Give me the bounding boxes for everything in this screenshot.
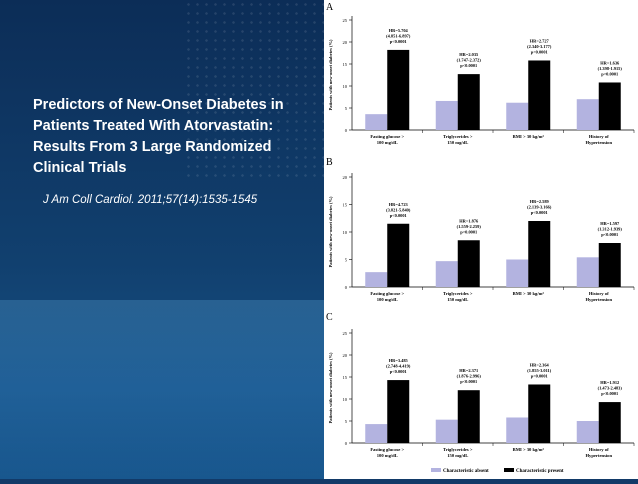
legend-swatch-absent bbox=[431, 468, 441, 472]
bar-present bbox=[598, 243, 621, 287]
bar-absent bbox=[506, 417, 529, 443]
legend-swatch-present bbox=[504, 468, 514, 472]
bar-present bbox=[528, 60, 551, 131]
y-axis-label: Patients with new-onset diabetes (%) bbox=[328, 196, 333, 267]
hr-annotation: HR=2.035 (1.747-2.372) p<0.0001 bbox=[457, 52, 482, 68]
title-panel: Predictors of New-Onset Diabetes in Pati… bbox=[0, 0, 324, 479]
bar-present bbox=[528, 384, 551, 443]
hr-annotation: HR=2.727 (2.340-3.177) p<0.0001 bbox=[527, 38, 552, 54]
category-label: History of Hypertension bbox=[585, 447, 612, 458]
category-label: Fasting glucose >100 mg/dL bbox=[370, 291, 404, 302]
hr-annotation: HR=2.364 (1.855-3.011) p<0.0001 bbox=[527, 362, 551, 378]
bar-absent bbox=[576, 257, 599, 287]
hr-annotation: HR=1.597 (1.312-1.939) p<0.0001 bbox=[598, 221, 623, 237]
bar-absent bbox=[506, 102, 529, 130]
y-tick-label: 20 bbox=[343, 353, 348, 358]
bar-present bbox=[528, 221, 551, 287]
y-tick-label: 5 bbox=[345, 419, 348, 424]
category-label: Triglycerides >150 mg/dL bbox=[443, 447, 473, 458]
citation: J Am Coll Cardiol. 2011;57(14):1535-1545 bbox=[43, 194, 258, 206]
bar-absent bbox=[365, 114, 388, 130]
y-tick-label: 25 bbox=[343, 18, 348, 23]
bar-absent bbox=[435, 100, 458, 130]
category-label: History of Hypertension bbox=[585, 134, 612, 145]
panel-label: B bbox=[326, 157, 333, 168]
hr-annotation: HR=5.704 (4.851-6.897) p<0.0001 bbox=[386, 28, 411, 44]
bar-present bbox=[457, 74, 480, 130]
y-tick-label: 15 bbox=[343, 375, 348, 380]
category-label: BMI > 30 kg/m² bbox=[513, 134, 545, 139]
hr-annotation: HR=1.912 (1.473-2.483) p<0.0001 bbox=[598, 380, 623, 396]
bar-present bbox=[387, 49, 410, 130]
y-tick-label: 15 bbox=[343, 203, 348, 208]
bar-absent bbox=[576, 421, 599, 443]
bar-present bbox=[598, 402, 621, 443]
y-tick-label: 10 bbox=[343, 397, 348, 402]
y-tick-label: 0 bbox=[345, 128, 348, 133]
y-axis-label: Patients with new-onset diabetes (%) bbox=[328, 352, 333, 423]
category-label: Fasting glucose >100 mg/dL bbox=[370, 447, 404, 458]
bar-present bbox=[457, 390, 480, 443]
hr-annotation: HR=2.371 (1.876-2.996) p<0.0001 bbox=[457, 368, 482, 384]
hr-annotation: HR=1.876 (1.559-2.259) p<0.0001 bbox=[457, 218, 482, 234]
hr-annotation: HR=3.485 (2.748-4.419) p<0.0001 bbox=[386, 358, 411, 374]
slide-title: Predictors of New-Onset Diabetes in Pati… bbox=[33, 97, 284, 176]
bar-absent bbox=[365, 424, 388, 443]
y-tick-label: 20 bbox=[343, 175, 348, 180]
bar-charts: A 0 5 10 15 20 25 Patients with new-onset diabe… bbox=[326, 2, 635, 474]
y-tick-label: 5 bbox=[345, 258, 348, 263]
y-tick-label: 5 bbox=[345, 106, 348, 111]
category-label: Fasting glucose >100 mg/dL bbox=[370, 134, 404, 145]
bar-absent bbox=[365, 272, 388, 287]
y-tick-label: 20 bbox=[343, 40, 348, 45]
bar-present bbox=[387, 223, 410, 287]
bar-present bbox=[457, 240, 480, 287]
hr-annotation: HR=4.723 (3.821-5.840) p<0.0001 bbox=[386, 202, 411, 218]
category-label: BMI > 30 kg/m² bbox=[513, 291, 545, 296]
bar-present bbox=[387, 380, 410, 443]
y-tick-label: 0 bbox=[345, 285, 348, 290]
hr-annotation: HR=1.636 (1.398-1.915) p<0.0001 bbox=[598, 60, 623, 76]
y-tick-label: 10 bbox=[343, 230, 348, 235]
bar-absent bbox=[435, 419, 458, 443]
y-tick-label: 25 bbox=[343, 331, 348, 336]
y-tick-label: 15 bbox=[343, 62, 348, 67]
bar-absent bbox=[506, 259, 529, 287]
legend-label-absent: Characteristic absent bbox=[443, 469, 489, 474]
bar-absent bbox=[435, 261, 458, 287]
decorative-dots bbox=[184, 0, 324, 180]
bar-present bbox=[598, 82, 621, 130]
panel-label: A bbox=[326, 2, 334, 13]
category-label: History of Hypertension bbox=[585, 291, 612, 302]
category-label: Triglycerides >150 mg/dL bbox=[443, 291, 473, 302]
bar-absent bbox=[576, 99, 599, 130]
y-tick-label: 0 bbox=[345, 441, 348, 446]
decorative-band bbox=[0, 300, 324, 479]
legend-label-present: Characteristic present bbox=[516, 469, 564, 474]
category-label: BMI > 30 kg/m² bbox=[513, 447, 545, 452]
hr-annotation: HR=2.589 (2.139-3.166) p<0.0001 bbox=[527, 199, 552, 215]
chart-panel: A 0 5 10 15 20 25 Patients with new-onset diabe… bbox=[324, 0, 638, 479]
category-label: Triglycerides >150 mg/dL bbox=[443, 134, 473, 145]
y-axis-label: Patients with new-onset diabetes (%) bbox=[328, 39, 333, 110]
y-tick-label: 10 bbox=[343, 84, 348, 89]
panel-label: C bbox=[326, 312, 333, 323]
